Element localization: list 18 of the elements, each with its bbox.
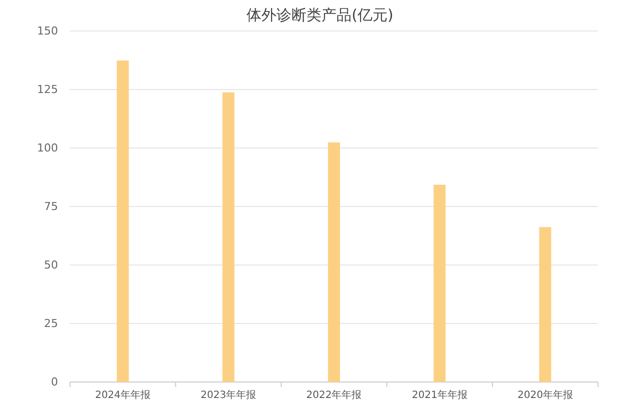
x-tick-label: 2023年年报 — [200, 389, 256, 402]
y-tick-label: 100 — [37, 142, 58, 155]
y-tick-label: 125 — [37, 83, 58, 96]
bar — [222, 92, 234, 382]
x-tick-label: 2020年年报 — [517, 389, 573, 402]
bar — [328, 142, 340, 382]
chart-title: 体外诊断类产品(亿元) — [246, 6, 394, 24]
bar — [539, 227, 552, 382]
y-tick-label: 75 — [44, 200, 58, 214]
y-tick-label: 50 — [44, 258, 58, 272]
bar — [116, 60, 129, 382]
y-tick-label: 25 — [44, 317, 58, 330]
x-tick-label: 2022年年报 — [306, 389, 362, 402]
x-tick-label: 2024年年报 — [95, 389, 151, 402]
y-tick-label: 0 — [51, 376, 58, 389]
bar — [434, 184, 446, 382]
y-tick-label: 150 — [37, 24, 58, 38]
x-tick-label: 2021年年报 — [412, 389, 468, 402]
